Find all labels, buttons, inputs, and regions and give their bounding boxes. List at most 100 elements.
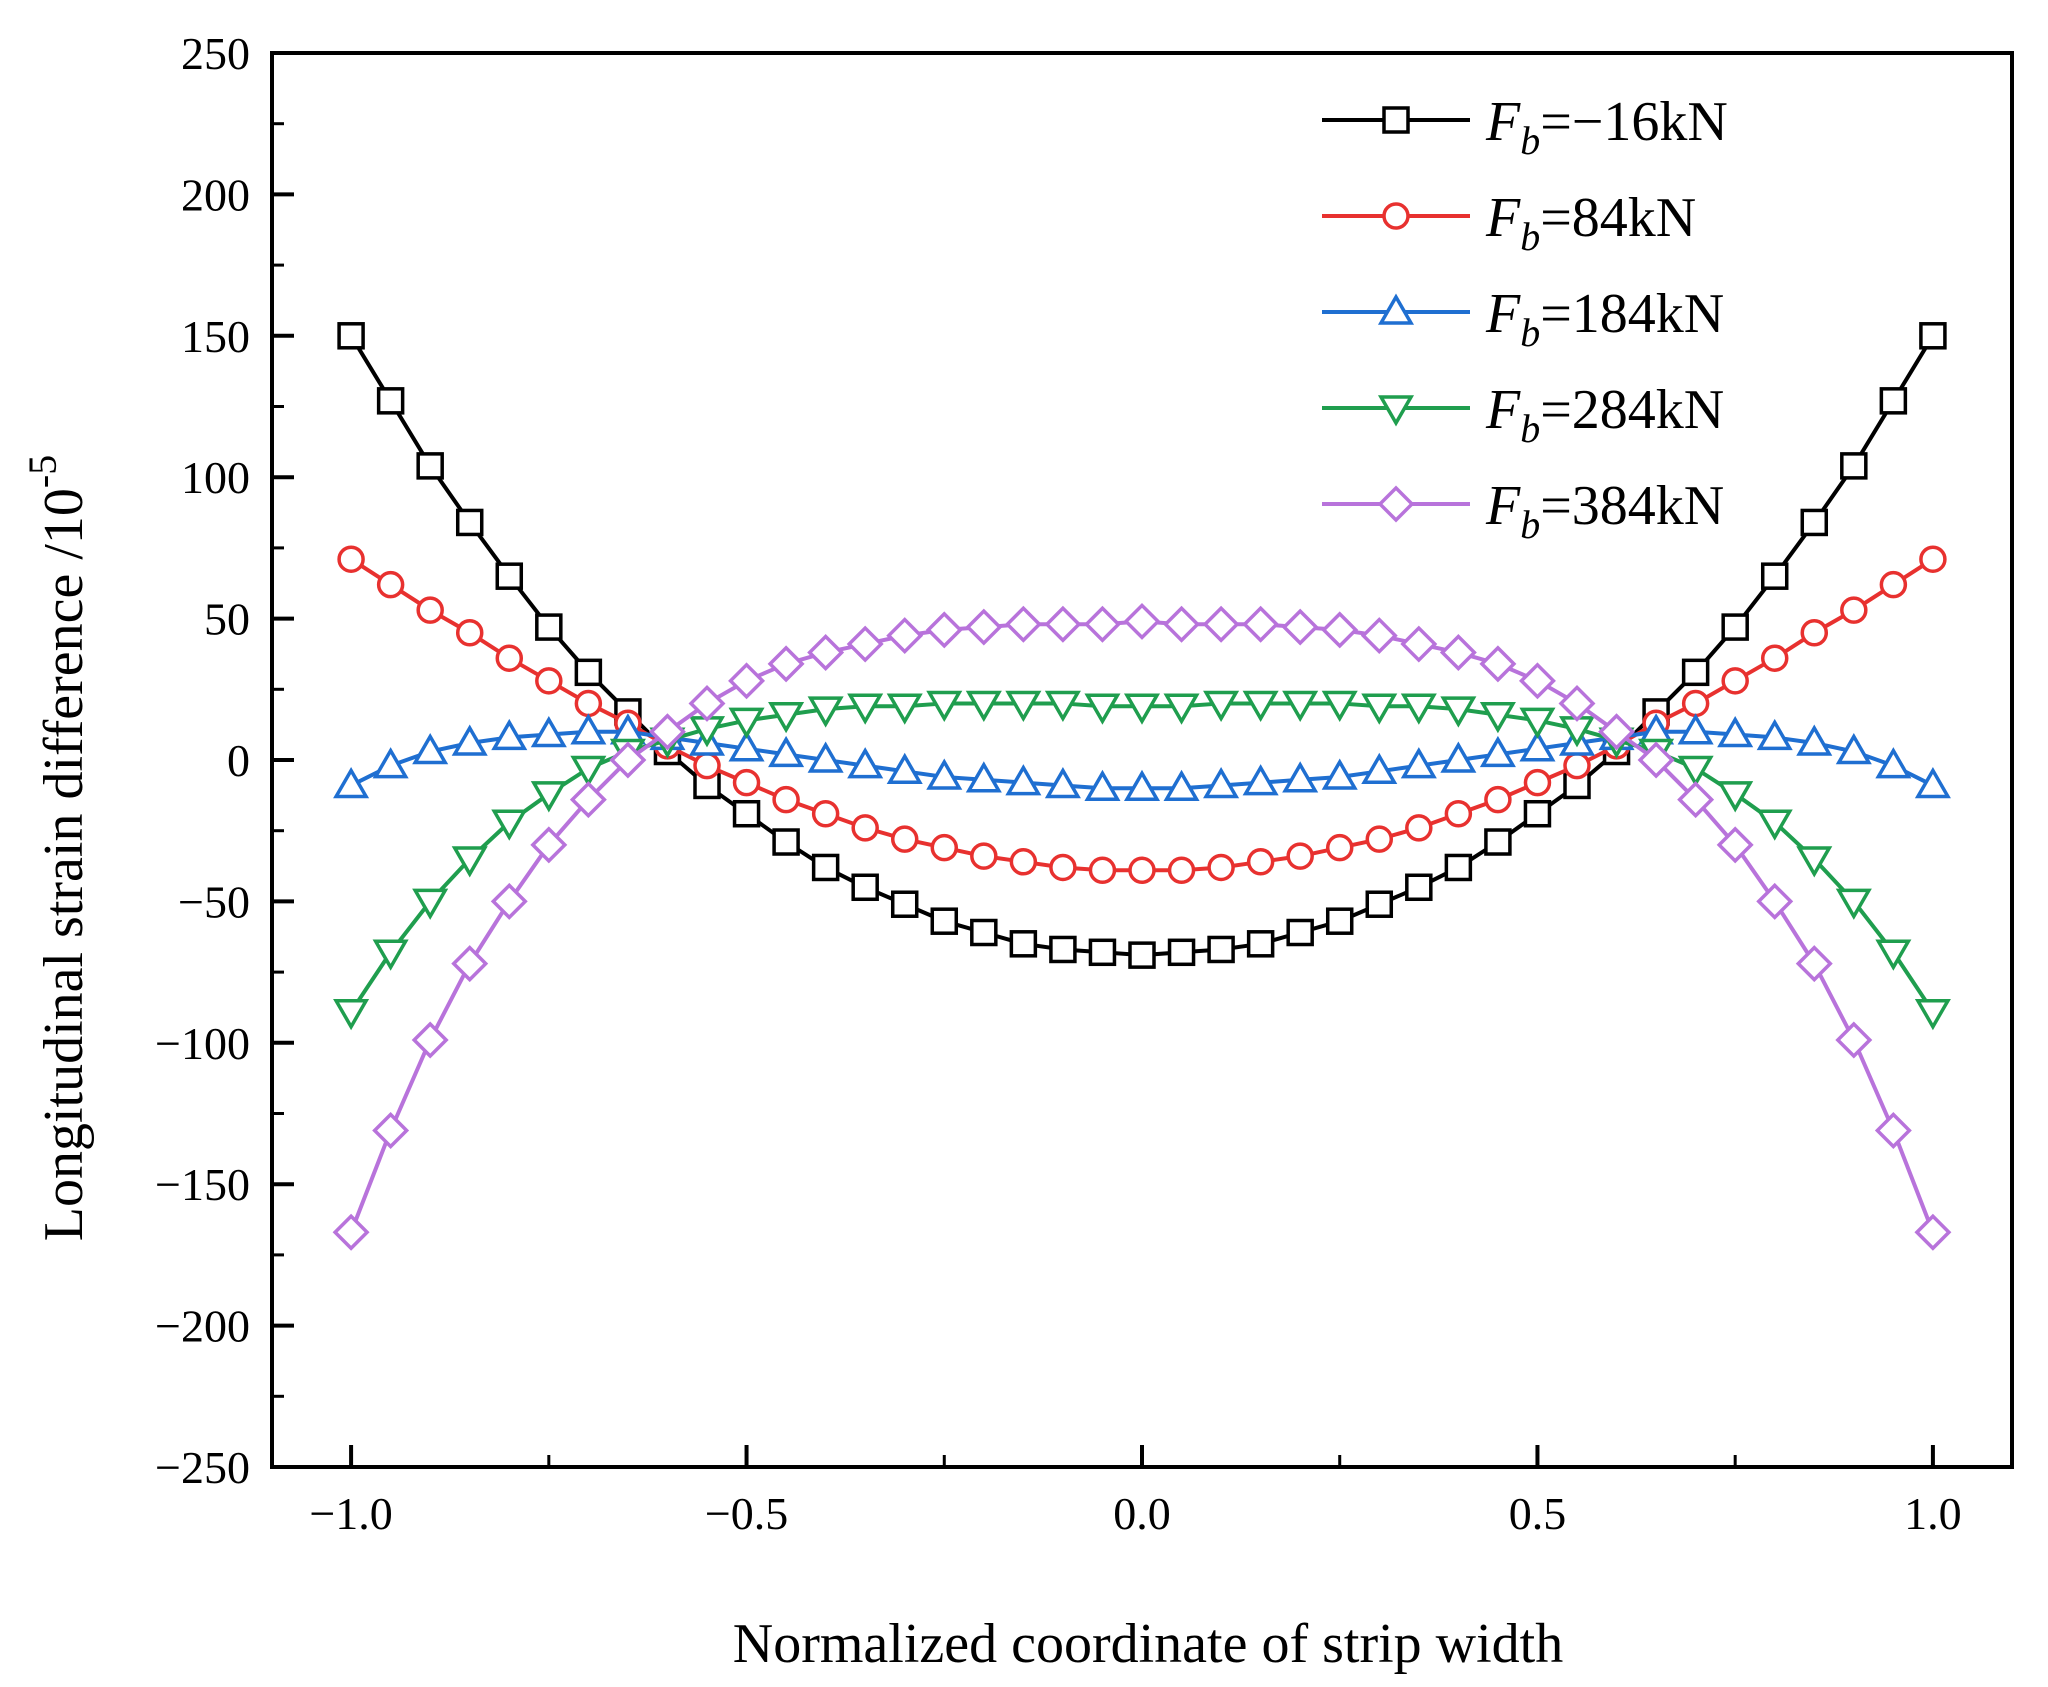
data-point (535, 667, 563, 695)
y-tick-label: 200 (181, 169, 250, 220)
data-point (930, 907, 959, 935)
data-point (1400, 747, 1437, 779)
data-point (1835, 1021, 1873, 1059)
data-point (886, 693, 923, 725)
data-point (1523, 799, 1552, 828)
data-point (1405, 814, 1433, 842)
x-tick-label: 0.0 (1113, 1488, 1171, 1539)
data-point (1835, 733, 1872, 765)
data-point (1756, 809, 1793, 841)
data-point (846, 625, 884, 663)
data-point (1677, 781, 1715, 819)
data-point (1760, 644, 1789, 672)
data-point (926, 690, 963, 722)
data-point (1044, 690, 1081, 722)
series-layer (332, 322, 1952, 1251)
data-point (807, 741, 844, 773)
legend-label-value: =−16kN (1540, 91, 1728, 153)
data-point (491, 809, 528, 841)
data-point (1365, 825, 1394, 853)
data-point (847, 693, 884, 725)
data-point (1681, 689, 1710, 718)
data-point (1167, 856, 1196, 885)
data-point (1800, 508, 1829, 537)
legend-label-value: =284kN (1540, 379, 1724, 441)
data-point (886, 617, 924, 655)
data-point (412, 733, 449, 765)
data-point (926, 758, 963, 790)
data-point (451, 846, 488, 878)
data-point (530, 781, 567, 813)
data-point (1123, 602, 1161, 640)
legend-marker (1377, 395, 1415, 427)
data-point (1361, 693, 1398, 725)
data-point (495, 562, 524, 590)
y-tick-label: −100 (155, 1018, 250, 1069)
data-point (490, 882, 528, 920)
data-point (1163, 769, 1200, 802)
data-point (1840, 452, 1868, 480)
data-point (1439, 634, 1477, 672)
legend-item: Fb=284kN (1322, 379, 1724, 451)
data-point (1242, 690, 1279, 722)
legend-item: Fb=184kN (1322, 283, 1724, 355)
series-0 (337, 322, 1947, 969)
legend-label-var: F (1485, 379, 1521, 441)
data-point (772, 828, 800, 856)
data-point (332, 1213, 370, 1251)
data-point (1914, 766, 1951, 799)
data-point (728, 730, 765, 762)
legend-marker (1377, 485, 1415, 523)
plot-frame (270, 51, 2014, 1469)
data-point (1321, 611, 1359, 649)
data-point (1282, 690, 1319, 722)
data-point (1756, 882, 1794, 920)
data-point (1760, 562, 1789, 590)
legend-label-value: =384kN (1540, 475, 1724, 537)
data-point (1479, 645, 1517, 683)
data-point (1879, 387, 1908, 415)
legend-label: Fb=−16kN (1485, 91, 1728, 163)
data-point (1009, 930, 1038, 958)
data-point (1484, 828, 1512, 856)
data-point (574, 689, 603, 718)
data-point (768, 735, 805, 768)
data-point (1717, 716, 1754, 748)
data-point (965, 608, 1003, 646)
data-point (811, 853, 840, 882)
data-point (491, 718, 528, 751)
data-point (1479, 702, 1516, 734)
legend-item: Fb=384kN (1322, 475, 1724, 547)
legend-label: Fb=284kN (1485, 379, 1724, 451)
data-point (965, 761, 1002, 793)
data-point (1163, 605, 1201, 643)
data-point (337, 545, 365, 573)
data-point (1444, 853, 1473, 882)
data-point (1321, 758, 1358, 790)
legend-label-sub: b (1520, 406, 1540, 451)
y-axis-title: Longitudinal strain difference /10-5 (20, 455, 95, 1242)
y-tick-label: 150 (181, 311, 250, 362)
data-point (732, 799, 761, 828)
data-point (1325, 907, 1354, 935)
data-point (1207, 935, 1235, 964)
x-tick-label: 1.0 (1904, 1488, 1962, 1539)
data-point (570, 755, 607, 787)
data-point (1202, 605, 1240, 643)
data-point (1484, 785, 1512, 814)
legend-label-var: F (1485, 283, 1521, 345)
data-point (333, 766, 370, 799)
data-point (1203, 766, 1240, 799)
y-tick-label: −50 (178, 876, 250, 927)
data-point (455, 618, 484, 647)
data-point (772, 785, 800, 814)
data-point (1800, 618, 1829, 647)
data-point (886, 752, 923, 785)
data-point (925, 611, 963, 649)
y-tick-label: 250 (181, 28, 250, 79)
y-tick-label: 0 (227, 735, 250, 786)
data-point (1123, 769, 1161, 802)
data-point (1286, 918, 1314, 947)
y-tick-label: −200 (155, 1301, 250, 1352)
data-point (1242, 764, 1279, 796)
